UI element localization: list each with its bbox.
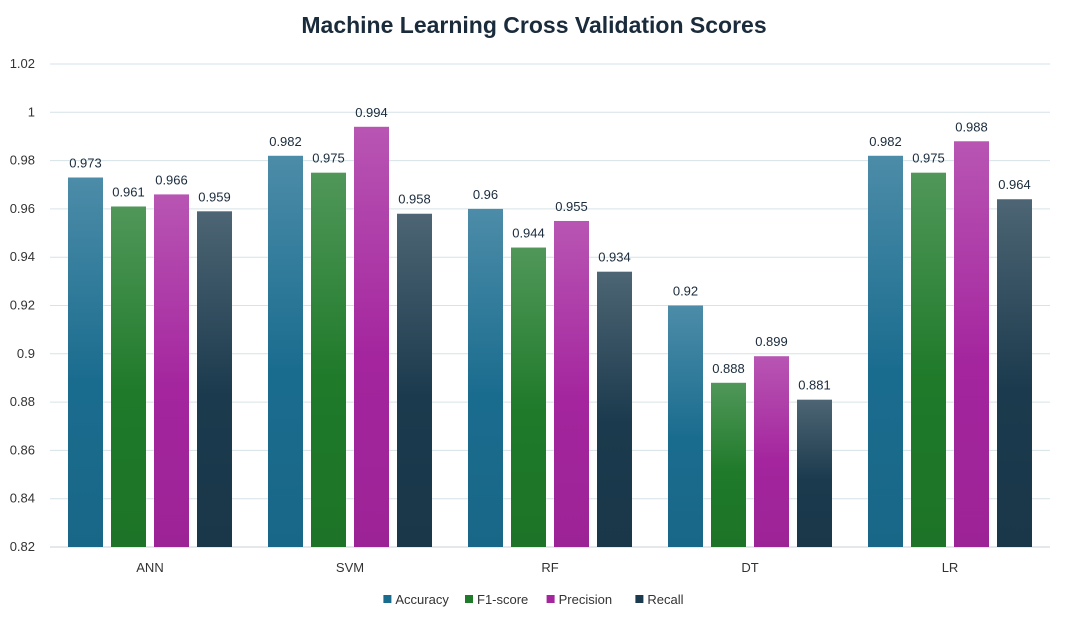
data-label: 0.975 [312,151,345,166]
y-tick-label: 0.98 [10,153,35,168]
bar-svm-precision [354,126,389,547]
bar-dt-accuracy [668,305,703,547]
data-label: 0.944 [512,226,545,241]
data-label: 0.899 [755,334,788,349]
data-label: 0.959 [198,189,231,204]
data-label: 0.966 [155,172,188,187]
bar-rf-recall [597,271,632,547]
data-label: 0.955 [555,199,588,214]
bar-svm-f1-score [311,172,346,548]
data-label: 0.961 [112,184,145,199]
chart-title: Machine Learning Cross Validation Scores [301,12,767,38]
bar-rf-precision [554,220,589,547]
legend-label: Recall [647,592,683,607]
x-category-label: RF [541,560,558,575]
legend-swatch [635,595,644,603]
y-tick-label: 0.84 [10,491,35,506]
y-tick-label: 0.88 [10,394,35,409]
bar-svm-recall [397,213,432,548]
data-label: 0.934 [598,250,631,265]
bars [68,126,1032,548]
data-label: 0.975 [912,151,945,166]
bar-dt-f1-score [711,382,746,547]
bar-lr-recall [997,199,1032,548]
data-label: 0.888 [712,361,745,376]
data-label: 0.964 [998,177,1031,192]
x-axis-categories: ANN SVM RF DT LR [136,560,958,575]
legend-swatch [383,595,392,603]
data-label: 0.958 [398,192,431,207]
bar-lr-f1-score [911,172,946,548]
legend: Accuracy F1-score Precision Recall [383,592,684,607]
bar-lr-precision [954,141,989,547]
bar-ann-accuracy [68,177,103,547]
bar-rf-accuracy [468,208,503,547]
y-tick-label: 0.9 [17,346,35,361]
x-category-label: ANN [136,560,163,575]
data-label: 0.973 [69,156,102,171]
bar-rf-f1-score [511,247,546,548]
data-labels: 0.973 0.961 0.966 0.959 0.982 0.975 0.994 0.958… [69,105,1031,393]
bar-ann-recall [197,211,232,547]
data-label: 0.881 [798,378,831,393]
y-axis-ticks: 0.82 0.84 0.86 0.88 0.9 0.92 0.94 0.96 0.98 1 1.02 [10,56,35,554]
y-tick-label: 0.86 [10,442,35,457]
legend-label: Precision [559,592,612,607]
y-tick-label: 1.02 [10,56,35,71]
bar-dt-recall [797,399,832,547]
legend-swatch [465,595,473,603]
data-label: 0.994 [355,105,388,120]
y-tick-label: 1 [28,104,35,119]
bar-ann-precision [154,194,189,547]
x-category-label: SVM [336,560,364,575]
bar-lr-accuracy [868,155,903,547]
legend-label: Accuracy [395,592,449,607]
bar-ann-f1-score [111,206,146,548]
data-label: 0.96 [473,187,498,202]
data-label: 0.982 [869,134,902,149]
y-tick-label: 0.94 [10,249,35,264]
y-tick-label: 0.92 [10,298,35,313]
x-category-label: LR [942,560,959,575]
data-label: 0.988 [955,119,988,134]
x-category-label: DT [741,560,758,575]
y-tick-label: 0.96 [10,201,35,216]
legend-label: F1-score [477,592,528,607]
bar-svm-accuracy [268,155,303,547]
data-label: 0.92 [673,284,698,299]
data-label: 0.982 [269,134,302,149]
legend-swatch [546,595,555,603]
bar-dt-precision [754,356,789,547]
y-tick-label: 0.82 [10,539,35,554]
